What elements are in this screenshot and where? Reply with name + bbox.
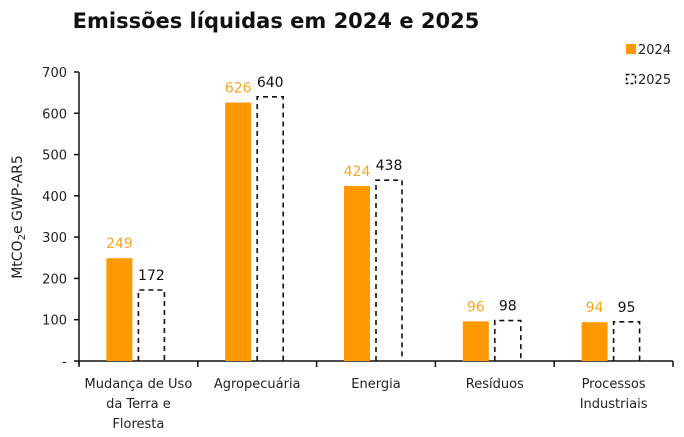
- data-label-2024: 94: [586, 300, 604, 316]
- y-tick-label: 500: [42, 149, 67, 164]
- data-label-2025: 172: [138, 268, 165, 284]
- legend: 2024 2025: [625, 43, 671, 88]
- data-label-2024: 96: [467, 299, 485, 315]
- bar-2025: [137, 289, 166, 361]
- data-labels: 249 626 424 96 94 172 640 438 98 95: [106, 75, 635, 316]
- x-tick-label: Agropecuária: [214, 377, 301, 392]
- legend-swatch-2025: [625, 73, 637, 85]
- x-tick-label: Processos Industriais: [580, 377, 648, 412]
- bar-2024: [462, 321, 489, 361]
- chart-title: Emissões líquidas em 2024 e 2025: [73, 9, 480, 33]
- bar-2024: [344, 185, 370, 361]
- data-label-2024: 249: [106, 236, 133, 252]
- x-tick-label: Energia: [351, 377, 400, 392]
- x-tick-label: Mudança de Uso da Terra e Floresta: [85, 377, 193, 432]
- y-tick-label: 400: [42, 190, 67, 205]
- data-label-2025: 640: [257, 75, 284, 91]
- y-tick-label: -: [62, 355, 67, 370]
- data-label-2024: 626: [225, 81, 252, 97]
- data-label-2025: 95: [618, 300, 636, 316]
- y-axis: - 100 200 300 400 500 600 700: [42, 66, 80, 370]
- x-tick-label: Resíduos: [466, 377, 524, 392]
- legend-label-2024: 2024: [638, 43, 671, 58]
- bars: [106, 95, 641, 362]
- data-label-2025: 98: [499, 299, 517, 315]
- bar-2025: [612, 320, 641, 361]
- y-tick-label: 200: [42, 272, 67, 287]
- data-label-2025: 438: [376, 158, 403, 174]
- bar-2024: [106, 258, 133, 361]
- bar-2025: [375, 179, 403, 361]
- bar-2024: [581, 322, 608, 361]
- y-tick-label: 300: [42, 231, 67, 246]
- data-label-2024: 424: [344, 164, 371, 180]
- y-tick-label: 600: [42, 107, 67, 122]
- y-tick-label: 100: [42, 314, 67, 329]
- legend-label-2025: 2025: [638, 73, 671, 88]
- bar-2025: [256, 95, 284, 361]
- x-axis: Mudança de Uso da Terra e Floresta Agropecu…: [78, 360, 674, 432]
- y-axis-label: MtCO2e GWP-AR5: [10, 155, 28, 279]
- bar-2025: [494, 319, 522, 361]
- legend-swatch-2024: [626, 44, 636, 54]
- y-tick-label: 700: [42, 66, 67, 81]
- bar-2024: [225, 102, 252, 362]
